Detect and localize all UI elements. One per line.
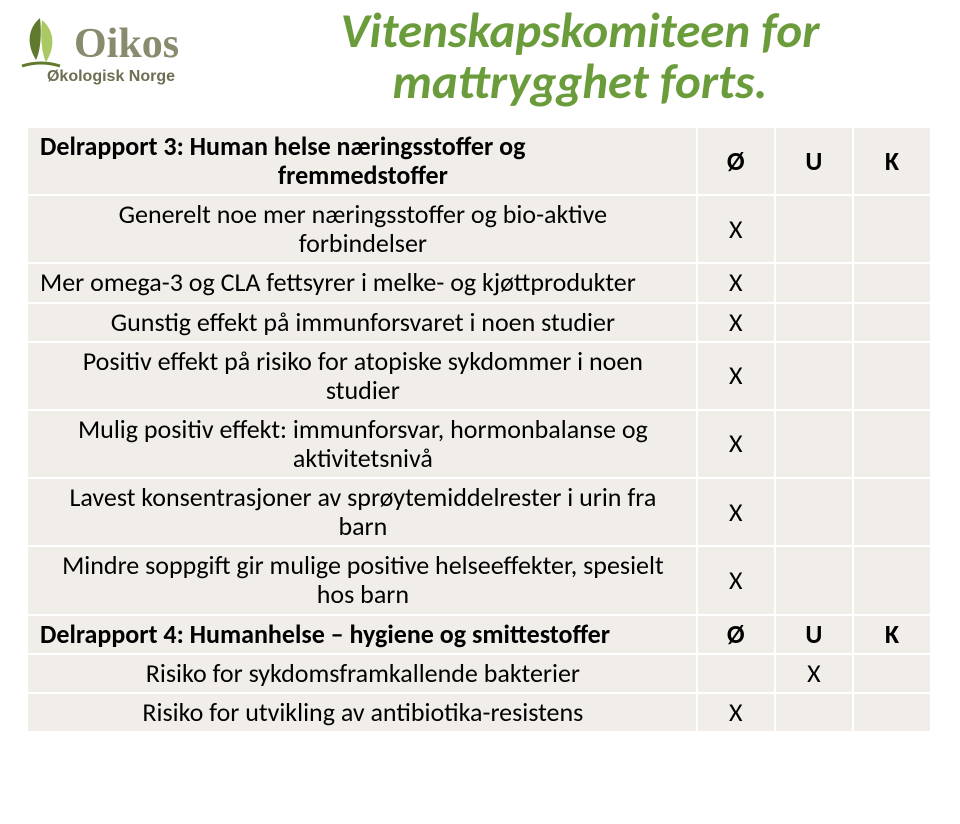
table-row: Mer omega-3 og CLA fettsyrer i melke- og… xyxy=(28,263,931,302)
table-row: Mulig positiv effekt: immunforsvar, horm… xyxy=(28,410,931,478)
section-row: Delrapport 4: Humanhelse – hygiene og sm… xyxy=(28,615,931,654)
mark-cell: X xyxy=(697,263,775,302)
mark-cell: Ø xyxy=(697,128,775,195)
mark-cell xyxy=(775,478,853,546)
mark-cell: X xyxy=(697,342,775,410)
mark-cell xyxy=(853,654,931,693)
mark-cell: X xyxy=(697,195,775,263)
mark-cell xyxy=(853,546,931,614)
mark-cell: X xyxy=(697,303,775,342)
mark-cell: K xyxy=(853,128,931,195)
row-description: Gunstig effekt på immunforsvaret i noen … xyxy=(28,303,697,342)
row-description: Mulig positiv effekt: immunforsvar, horm… xyxy=(28,410,697,478)
logo-block: Oikos Økologisk Norge xyxy=(16,16,206,86)
section-row: Delrapport 3: Human helse næringsstoffer… xyxy=(28,128,931,195)
row-description: Delrapport 4: Humanhelse – hygiene og sm… xyxy=(28,615,697,654)
row-description: Delrapport 3: Human helse næringsstoffer… xyxy=(28,128,697,195)
mark-cell: U xyxy=(775,128,853,195)
mark-cell xyxy=(853,410,931,478)
content-table-wrap: Delrapport 3: Human helse næringsstoffer… xyxy=(28,128,932,733)
table-row: Risiko for sykdomsframkallende bakterier… xyxy=(28,654,931,693)
mark-cell xyxy=(853,478,931,546)
mark-cell: X xyxy=(697,693,775,732)
content-table: Delrapport 3: Human helse næringsstoffer… xyxy=(28,128,932,733)
table-row: Risiko for utvikling av antibiotika-resi… xyxy=(28,693,931,732)
table-row: Mindre soppgift gir mulige positive hels… xyxy=(28,546,931,614)
mark-cell xyxy=(853,693,931,732)
table-row: Generelt noe mer næringsstoffer og bio-a… xyxy=(28,195,931,263)
mark-cell xyxy=(853,303,931,342)
mark-cell xyxy=(853,195,931,263)
mark-cell: X xyxy=(697,410,775,478)
row-description: Generelt noe mer næringsstoffer og bio-a… xyxy=(28,195,697,263)
logo-name: Oikos xyxy=(74,20,179,68)
row-description: Risiko for sykdomsframkallende bakterier xyxy=(28,654,697,693)
row-description: Risiko for utvikling av antibiotika-resi… xyxy=(28,693,697,732)
table-row: Gunstig effekt på immunforsvaret i noen … xyxy=(28,303,931,342)
row-description: Mindre soppgift gir mulige positive hels… xyxy=(28,546,697,614)
mark-cell: K xyxy=(853,615,931,654)
table-row: Positiv effekt på risiko for atopiske sy… xyxy=(28,342,931,410)
mark-cell xyxy=(775,195,853,263)
row-description: Positiv effekt på risiko for atopiske sy… xyxy=(28,342,697,410)
mark-cell xyxy=(775,546,853,614)
mark-cell: X xyxy=(697,478,775,546)
mark-cell: U xyxy=(775,615,853,654)
mark-cell xyxy=(775,693,853,732)
mark-cell xyxy=(853,263,931,302)
mark-cell xyxy=(697,654,775,693)
mark-cell: X xyxy=(697,546,775,614)
row-description: Mer omega-3 og CLA fettsyrer i melke- og… xyxy=(28,263,697,302)
mark-cell: Ø xyxy=(697,615,775,654)
mark-cell xyxy=(775,342,853,410)
table-row: Lavest konsentrasjoner av sprøytemiddelr… xyxy=(28,478,931,546)
mark-cell xyxy=(853,342,931,410)
title-line-1: Vitenskapskomiteen for xyxy=(260,6,900,57)
title-line-2: mattrygghet forts. xyxy=(260,57,900,108)
mark-cell xyxy=(775,303,853,342)
mark-cell xyxy=(775,410,853,478)
mark-cell xyxy=(775,263,853,302)
row-description: Lavest konsentrasjoner av sprøytemiddelr… xyxy=(28,478,697,546)
logo-row: Oikos xyxy=(16,16,206,72)
mark-cell: X xyxy=(775,654,853,693)
slide-title: Vitenskapskomiteen for mattrygghet forts… xyxy=(260,6,900,109)
leaf-icon xyxy=(16,16,66,72)
